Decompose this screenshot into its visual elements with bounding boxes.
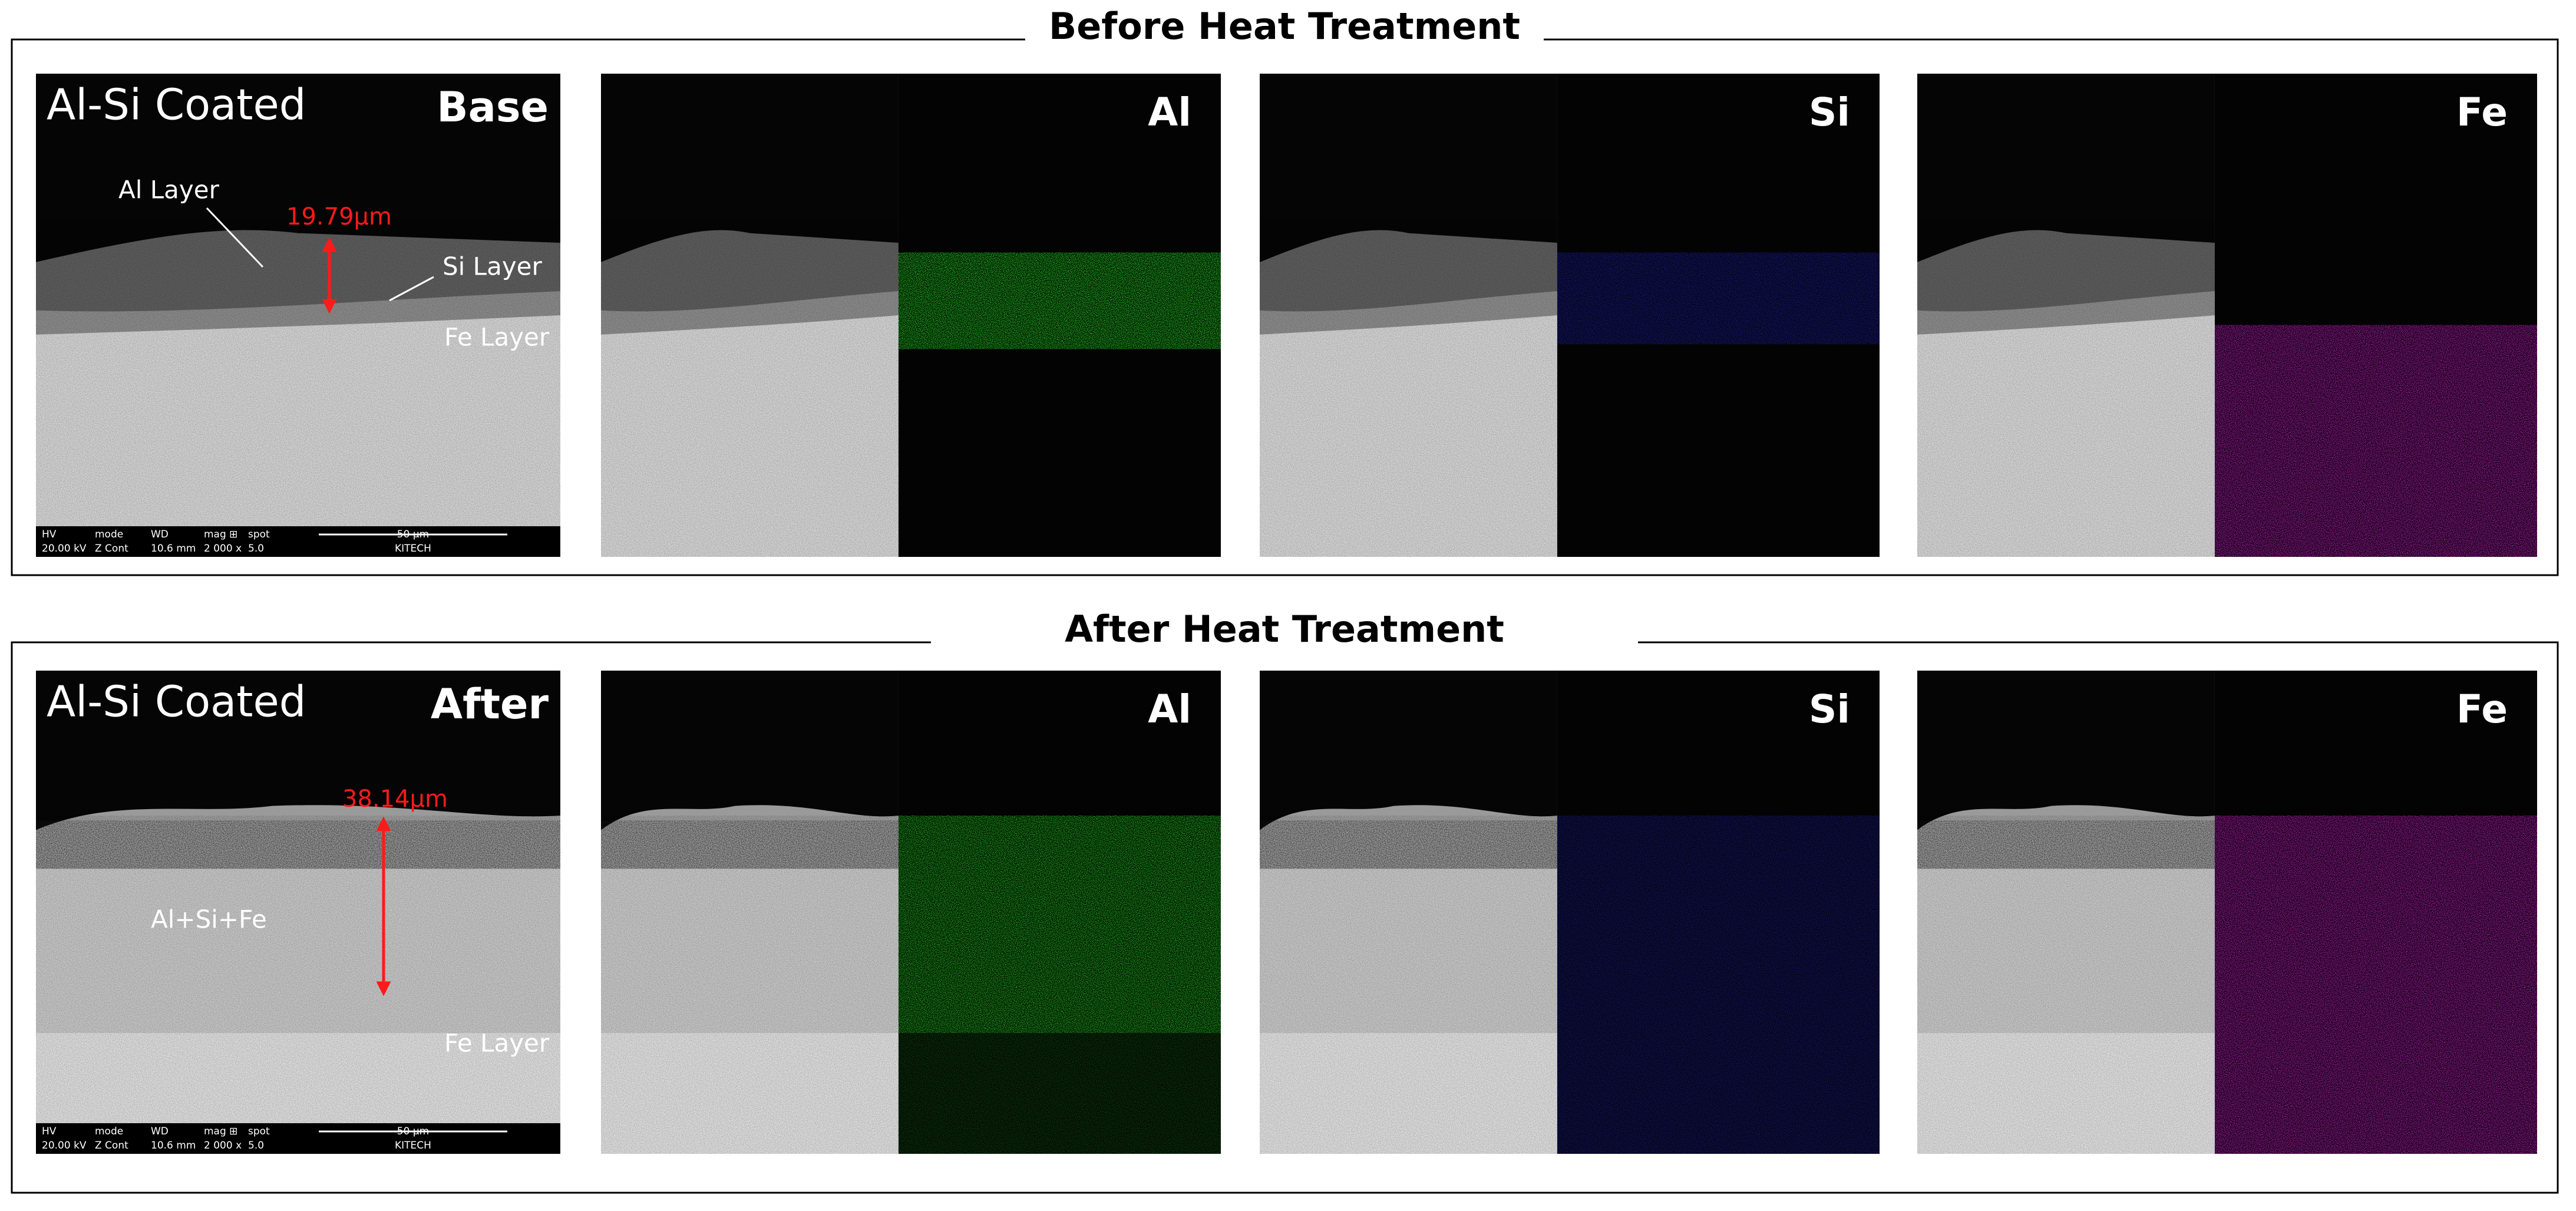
thickness: 38.14μm (342, 786, 448, 813)
databar-header: spot (248, 529, 270, 540)
grain (601, 816, 899, 1154)
databar-value: 2 000 x (204, 543, 242, 555)
leader (389, 276, 434, 302)
element-map (898, 816, 1221, 1033)
databar-value: 10.6 mm (151, 1140, 196, 1151)
annotation: Fe Layer (444, 323, 550, 352)
databar-header: mag ⊞ (204, 529, 237, 540)
databar-value: 5.0 (248, 543, 264, 555)
databar-value: 10.6 mm (151, 543, 196, 555)
databar-header: mode (95, 1126, 123, 1137)
element-map (1557, 816, 1880, 1154)
element-map (898, 252, 1221, 349)
databar-header: HV (42, 1126, 57, 1137)
databar-value: 20.00 kV (42, 543, 87, 555)
databar-value: KITECH (395, 1140, 431, 1151)
element-label: Si (1809, 687, 1850, 732)
databar (36, 1123, 560, 1154)
grain (1917, 816, 2215, 1154)
panel-title: After Heat Treatment (1065, 608, 1504, 651)
leader (206, 207, 264, 268)
databar-header: WD (151, 1126, 169, 1137)
databar-value: KITECH (395, 543, 431, 555)
grain (1260, 219, 1557, 557)
databar-header: WD (151, 529, 169, 540)
databar-header: spot (248, 1126, 270, 1137)
element-label: Al (1148, 90, 1191, 135)
databar-value: Z Cont (95, 543, 128, 555)
grain (36, 816, 560, 1154)
element-label: Si (1809, 90, 1850, 135)
thickness: 19.79μm (286, 203, 392, 230)
databar-value: 5.0 (248, 1140, 264, 1151)
databar-header: mag ⊞ (204, 1126, 237, 1137)
databar-value: 2 000 x (204, 1140, 242, 1151)
element-label: Fe (2456, 90, 2508, 135)
panel-title: Before Heat Treatment (1049, 5, 1520, 48)
element-map (2214, 325, 2537, 557)
grain (601, 219, 899, 557)
panel: Before Heat Treatment Al-Si Coated Base Al … (11, 5, 2559, 576)
element-label: Al (1148, 687, 1191, 732)
element-label: Fe (2456, 687, 2508, 732)
databar-value: 20.00 kV (42, 1140, 87, 1151)
annotation: Al Layer (118, 176, 220, 204)
sem-tag: After (431, 680, 549, 728)
sem-label: Al-Si Coated (47, 80, 306, 130)
annotation: Si Layer (442, 252, 543, 281)
element-map (898, 1033, 1221, 1154)
sem-label: Al-Si Coated (47, 677, 306, 727)
element-map (2214, 816, 2537, 1154)
title-gap (931, 636, 1638, 648)
grain (1917, 219, 2215, 557)
sem-tag: Base (437, 83, 549, 131)
databar-value: Z Cont (95, 1140, 128, 1151)
grain (1260, 816, 1557, 1154)
grain (36, 219, 560, 557)
element-map (1557, 252, 1880, 345)
annotation: Fe Layer (444, 1029, 550, 1058)
panel: After Heat Treatment Al-Si Coated After Al+… (11, 608, 2559, 1194)
databar (36, 526, 560, 557)
databar-header: mode (95, 529, 123, 540)
title-gap (1025, 34, 1544, 45)
annotation: Al+Si+Fe (151, 905, 267, 934)
databar-header: HV (42, 529, 57, 540)
